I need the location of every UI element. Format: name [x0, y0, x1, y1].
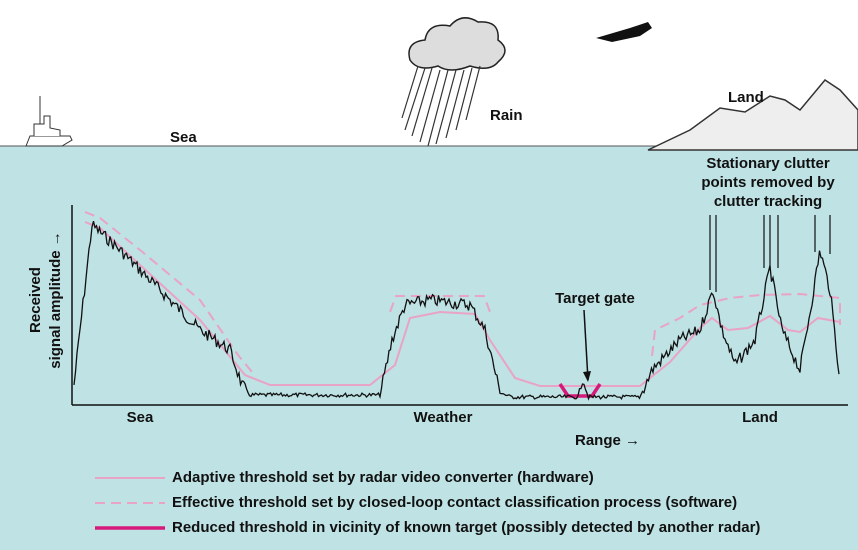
- scene-label: Rain: [490, 107, 523, 124]
- y-axis-label: Received: [27, 267, 44, 333]
- legend-label: Adaptive threshold set by radar video co…: [172, 469, 594, 486]
- region-label: Land: [742, 409, 778, 426]
- x-axis-label: Range →: [575, 432, 640, 449]
- region-label: Sea: [127, 409, 154, 426]
- annotation: Stationary clutter: [706, 155, 830, 172]
- scene-label: Sea: [170, 129, 197, 146]
- legend-label: Effective threshold set by closed-loop c…: [172, 494, 737, 511]
- annotation: points removed by: [701, 174, 835, 191]
- diagram: Sea Rain Land Stationary clutter points …: [0, 0, 858, 550]
- y-axis-label: signal amplitude →: [47, 231, 64, 369]
- region-label: Weather: [414, 409, 473, 426]
- scene-label: Land: [728, 89, 764, 106]
- legend-label: Reduced threshold in vicinity of known t…: [172, 519, 760, 536]
- target-gate-label: Target gate: [555, 290, 635, 307]
- annotation: clutter tracking: [714, 193, 822, 210]
